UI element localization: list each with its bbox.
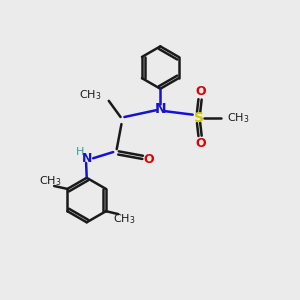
Text: S: S: [194, 111, 204, 124]
Text: O: O: [144, 153, 154, 166]
Text: CH$_3$: CH$_3$: [79, 88, 101, 102]
Text: N: N: [82, 152, 92, 165]
Text: CH$_3$: CH$_3$: [38, 174, 61, 188]
Text: O: O: [195, 137, 206, 150]
Text: CH$_3$: CH$_3$: [113, 212, 136, 226]
Text: O: O: [195, 85, 206, 98]
Text: N: N: [154, 102, 166, 116]
Text: H: H: [76, 147, 84, 158]
Text: CH$_3$: CH$_3$: [226, 111, 249, 124]
